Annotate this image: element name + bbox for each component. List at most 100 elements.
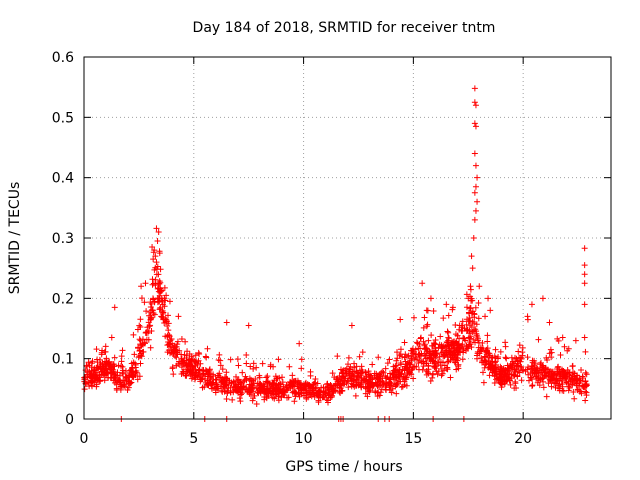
data-point xyxy=(421,342,428,349)
data-point xyxy=(152,253,159,260)
data-point xyxy=(130,331,137,338)
y-tick-labels: 0 0.1 0.2 0.3 0.4 0.5 0.6 xyxy=(52,50,74,428)
data-point xyxy=(518,377,525,384)
data-point xyxy=(113,381,120,388)
data-point xyxy=(379,381,386,388)
data-point xyxy=(104,374,111,381)
data-point xyxy=(112,376,119,383)
data-point xyxy=(100,371,107,378)
data-point xyxy=(559,334,566,341)
data-point xyxy=(93,346,100,353)
data-point xyxy=(256,386,263,393)
data-point xyxy=(399,366,406,373)
y-tick-label: 0 xyxy=(65,412,74,428)
data-point xyxy=(306,382,313,389)
data-point xyxy=(279,374,286,381)
data-point xyxy=(235,362,242,369)
data-point xyxy=(158,298,165,305)
data-point xyxy=(502,366,509,373)
data-point xyxy=(119,363,126,370)
data-point xyxy=(145,336,152,343)
data-point xyxy=(217,362,224,369)
data-point xyxy=(195,349,202,356)
data-point xyxy=(478,354,485,361)
data-point xyxy=(229,396,236,403)
data-point xyxy=(135,344,142,351)
data-point xyxy=(488,363,495,370)
data-point xyxy=(329,370,336,377)
data-point xyxy=(103,355,110,362)
data-point xyxy=(401,354,408,361)
data-point xyxy=(250,360,257,367)
data-point xyxy=(111,304,118,311)
data-point xyxy=(147,322,154,329)
data-point xyxy=(566,384,573,391)
data-point xyxy=(515,363,522,370)
data-point xyxy=(270,363,277,370)
data-point xyxy=(471,320,478,327)
data-point xyxy=(238,384,245,391)
data-point xyxy=(413,363,420,370)
data-point xyxy=(466,339,473,346)
data-point xyxy=(122,383,129,390)
data-point xyxy=(271,377,278,384)
data-point xyxy=(169,365,176,372)
data-point xyxy=(564,380,571,387)
data-point xyxy=(528,374,535,381)
data-point xyxy=(137,360,144,367)
data-point xyxy=(289,389,296,396)
data-point xyxy=(286,363,293,370)
data-point xyxy=(136,373,143,380)
data-point xyxy=(140,341,147,348)
data-point xyxy=(472,123,479,130)
data-point xyxy=(166,298,173,305)
data-point xyxy=(445,334,452,341)
data-point xyxy=(220,383,227,390)
data-point xyxy=(148,307,155,314)
data-point xyxy=(443,301,450,308)
data-point xyxy=(480,379,487,386)
data-point xyxy=(422,345,429,352)
data-point xyxy=(235,387,242,394)
data-point xyxy=(183,362,190,369)
data-point xyxy=(581,262,588,269)
data-point xyxy=(568,381,575,388)
data-point xyxy=(474,350,481,357)
data-point xyxy=(245,322,252,329)
data-point xyxy=(356,353,363,360)
data-point xyxy=(270,384,277,391)
data-point xyxy=(471,189,478,196)
data-point xyxy=(459,318,466,325)
data-point xyxy=(195,367,202,374)
data-point xyxy=(491,367,498,374)
data-point xyxy=(519,367,526,374)
data-point xyxy=(529,382,536,389)
data-point xyxy=(355,374,362,381)
data-point xyxy=(153,271,160,278)
data-point xyxy=(474,174,481,181)
data-point xyxy=(544,356,551,363)
data-point xyxy=(102,343,109,350)
data-point xyxy=(301,386,308,393)
data-point xyxy=(397,351,404,358)
data-point xyxy=(312,385,319,392)
data-point xyxy=(408,355,415,362)
data-point xyxy=(182,338,189,345)
data-point xyxy=(324,397,331,404)
data-point xyxy=(367,372,374,379)
data-point xyxy=(235,381,242,388)
data-point xyxy=(583,371,590,378)
data-point xyxy=(161,284,168,291)
data-point xyxy=(518,356,525,363)
data-point xyxy=(130,359,137,366)
data-point xyxy=(287,378,294,385)
data-point xyxy=(577,388,584,395)
data-point xyxy=(165,327,172,334)
data-point xyxy=(366,381,373,388)
data-point xyxy=(421,341,428,348)
data-point xyxy=(482,313,489,320)
data-point xyxy=(212,387,219,394)
data-point xyxy=(463,344,470,351)
data-point xyxy=(455,342,462,349)
data-point xyxy=(85,379,92,386)
